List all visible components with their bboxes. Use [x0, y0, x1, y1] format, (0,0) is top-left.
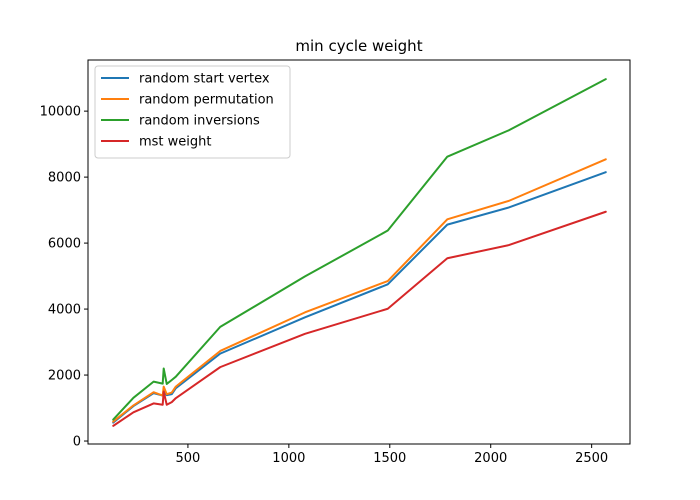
y-tick-label-4: 8000: [48, 171, 81, 186]
legend-frame: [94, 65, 291, 159]
y-tick-label-1: 2000: [48, 369, 81, 384]
y-tick-label-5: 10000: [40, 105, 81, 120]
x-tick-label-4: 2500: [575, 451, 608, 466]
plot-area-frame: [87, 59, 631, 445]
x-tick-label-0: 500: [176, 451, 201, 466]
x-tick-label-3: 2000: [474, 451, 507, 466]
plot-lines: [112, 78, 607, 427]
y-axis: 0 2000 4000 6000 8000 10000: [40, 105, 88, 450]
legend: random start vertex random permutation ran…: [94, 65, 291, 159]
legend-label-0: random start vertex: [139, 72, 270, 87]
legend-label-2: random inversions: [139, 114, 260, 129]
x-tick-label-1: 1000: [272, 451, 305, 466]
series-line-3: [112, 210, 607, 427]
series-line-2: [112, 78, 607, 421]
series-line-1: [112, 158, 607, 423]
legend-label-3: mst weight: [139, 135, 212, 150]
chart-title: min cycle weight: [295, 37, 422, 55]
x-axis: 500 1000 1500 2000 2500: [176, 444, 608, 466]
y-tick-label-2: 4000: [48, 303, 81, 318]
legend-label-1: random permutation: [139, 93, 274, 108]
y-tick-label-0: 0: [73, 435, 81, 450]
series-line-0: [112, 171, 607, 424]
y-tick-label-3: 6000: [48, 237, 81, 252]
x-tick-label-2: 1500: [373, 451, 406, 466]
